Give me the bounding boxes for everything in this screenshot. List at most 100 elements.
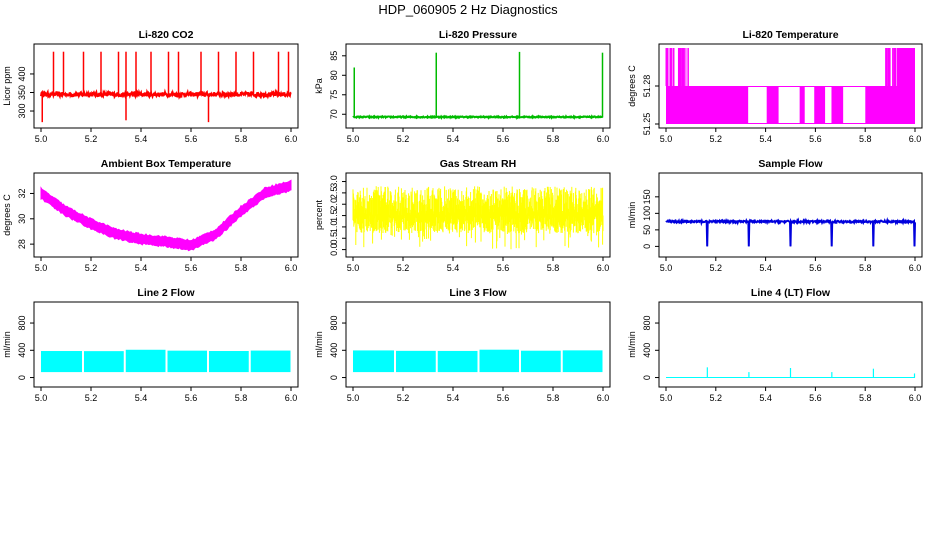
x-tick-label: 5.0 bbox=[347, 134, 360, 144]
x-tick-label: 5.4 bbox=[759, 134, 772, 144]
x-tick-label: 6.0 bbox=[909, 134, 922, 144]
panel-title: Sample Flow bbox=[758, 158, 823, 170]
panel-8: Line 3 Flow ml/min 5.0 5.2 5.4 5.6 5.8 6.0 0 400 8… bbox=[314, 287, 611, 403]
panel-title: Li-820 Pressure bbox=[439, 29, 517, 41]
x-tick-label: 5.6 bbox=[185, 263, 198, 273]
flow-band bbox=[84, 351, 124, 373]
band-gap bbox=[804, 87, 815, 123]
x-tick-label: 5.6 bbox=[185, 393, 198, 403]
y-tick-label: 400 bbox=[642, 343, 652, 358]
flow-band bbox=[521, 350, 561, 373]
x-tick-label: 6.0 bbox=[285, 263, 298, 273]
y-axis-label: kPa bbox=[314, 78, 324, 94]
x-tick-label: 5.2 bbox=[397, 134, 410, 144]
y-tick-label: 1.5 bbox=[329, 209, 339, 222]
x-tick-label: 6.0 bbox=[285, 134, 298, 144]
x-tick-label: 5.4 bbox=[135, 263, 148, 273]
y-tick-label: 0.0 bbox=[329, 243, 339, 256]
x-tick-label: 6.0 bbox=[909, 263, 922, 273]
y-tick-label: 400 bbox=[17, 343, 27, 358]
x-tick-label: 5.6 bbox=[809, 134, 822, 144]
x-tick-label: 5.4 bbox=[447, 263, 460, 273]
band-gap bbox=[778, 87, 800, 123]
flow-band bbox=[479, 349, 519, 373]
x-tick-label: 5.6 bbox=[185, 134, 198, 144]
y-tick-label: 28 bbox=[17, 239, 27, 249]
x-tick-label: 5.4 bbox=[759, 393, 772, 403]
x-tick-label: 5.0 bbox=[660, 134, 673, 144]
flow-band bbox=[562, 350, 603, 373]
flow-band bbox=[437, 350, 478, 373]
x-tick-label: 5.4 bbox=[135, 134, 148, 144]
x-tick-label: 5.2 bbox=[710, 134, 723, 144]
y-tick-label: 300 bbox=[17, 104, 27, 119]
x-tick-label: 5.6 bbox=[497, 263, 510, 273]
plot-frame bbox=[33, 43, 299, 129]
y-tick-label: 70 bbox=[329, 109, 339, 119]
x-tick-label: 5.4 bbox=[135, 393, 148, 403]
plot-frame bbox=[345, 301, 611, 388]
y-tick-label: 30 bbox=[17, 214, 27, 224]
panel-7: Line 2 Flow ml/min 5.0 5.2 5.4 5.6 5.8 6.0 0 400 8… bbox=[2, 287, 299, 403]
x-tick-label: 5.0 bbox=[35, 393, 48, 403]
y-tick-label: 350 bbox=[17, 85, 27, 100]
y-tick-label: 32 bbox=[17, 188, 27, 198]
panel-2: Li-820 Pressure kPa 5.0 5.2 5.4 5.6 5.8 6.0 70 75… bbox=[314, 29, 611, 144]
x-tick-label: 6.0 bbox=[597, 263, 610, 273]
band-gap bbox=[825, 87, 832, 123]
flow-band bbox=[125, 349, 166, 373]
band-gap bbox=[843, 87, 866, 123]
series-line bbox=[40, 88, 292, 101]
x-tick-label: 5.8 bbox=[547, 393, 560, 403]
x-tick-label: 5.0 bbox=[347, 263, 360, 273]
x-tick-label: 6.0 bbox=[285, 393, 298, 403]
y-tick-label: 2.0 bbox=[329, 198, 339, 211]
flow-band bbox=[396, 350, 436, 373]
y-tick-label: 0 bbox=[642, 375, 652, 380]
x-tick-label: 5.2 bbox=[85, 134, 98, 144]
x-tick-label: 5.2 bbox=[85, 263, 98, 273]
x-tick-label: 5.8 bbox=[235, 393, 248, 403]
x-tick-label: 5.2 bbox=[710, 393, 723, 403]
y-tick-label: 80 bbox=[329, 70, 339, 80]
y-tick-label: 800 bbox=[17, 316, 27, 331]
flow-band bbox=[353, 350, 394, 373]
x-tick-label: 5.8 bbox=[547, 263, 560, 273]
x-tick-label: 5.6 bbox=[809, 263, 822, 273]
y-axis-label: degrees C bbox=[2, 194, 12, 236]
panel-title: Li-820 CO2 bbox=[139, 29, 194, 41]
y-tick-label: 800 bbox=[329, 316, 339, 331]
y-axis-label: Licor ppm bbox=[2, 66, 12, 106]
y-tick-label: 0 bbox=[642, 244, 652, 249]
series-line bbox=[352, 114, 604, 121]
x-tick-label: 5.0 bbox=[660, 393, 673, 403]
y-axis-label: percent bbox=[314, 199, 324, 230]
y-tick-label: 50 bbox=[642, 225, 652, 235]
y-tick-label: 51.25 bbox=[642, 113, 652, 136]
x-tick-label: 5.2 bbox=[397, 263, 410, 273]
burst-block bbox=[897, 48, 915, 86]
flow-band bbox=[209, 351, 249, 373]
x-tick-label: 5.2 bbox=[85, 393, 98, 403]
panel-4: Ambient Box Temperature degrees C 5.0 5.2 5.… bbox=[2, 158, 299, 273]
y-axis-label: ml/min bbox=[2, 331, 12, 358]
x-tick-label: 5.8 bbox=[235, 134, 248, 144]
x-tick-label: 5.0 bbox=[35, 134, 48, 144]
x-tick-label: 5.2 bbox=[397, 393, 410, 403]
x-tick-label: 6.0 bbox=[597, 393, 610, 403]
x-tick-label: 5.8 bbox=[547, 134, 560, 144]
x-tick-label: 5.6 bbox=[497, 393, 510, 403]
x-tick-label: 5.6 bbox=[497, 134, 510, 144]
y-tick-label: 800 bbox=[642, 316, 652, 331]
x-tick-label: 5.8 bbox=[859, 393, 872, 403]
series-band bbox=[40, 179, 292, 252]
y-axis-label: ml/min bbox=[314, 331, 324, 358]
flow-band bbox=[250, 350, 291, 373]
x-tick-label: 5.0 bbox=[347, 393, 360, 403]
y-tick-label: 75 bbox=[329, 90, 339, 100]
y-tick-label: 85 bbox=[329, 51, 339, 61]
y-tick-label: 0 bbox=[329, 375, 339, 380]
y-tick-label: 150 bbox=[642, 189, 652, 204]
x-tick-label: 5.4 bbox=[759, 263, 772, 273]
y-axis-label: ml/min bbox=[627, 331, 637, 358]
